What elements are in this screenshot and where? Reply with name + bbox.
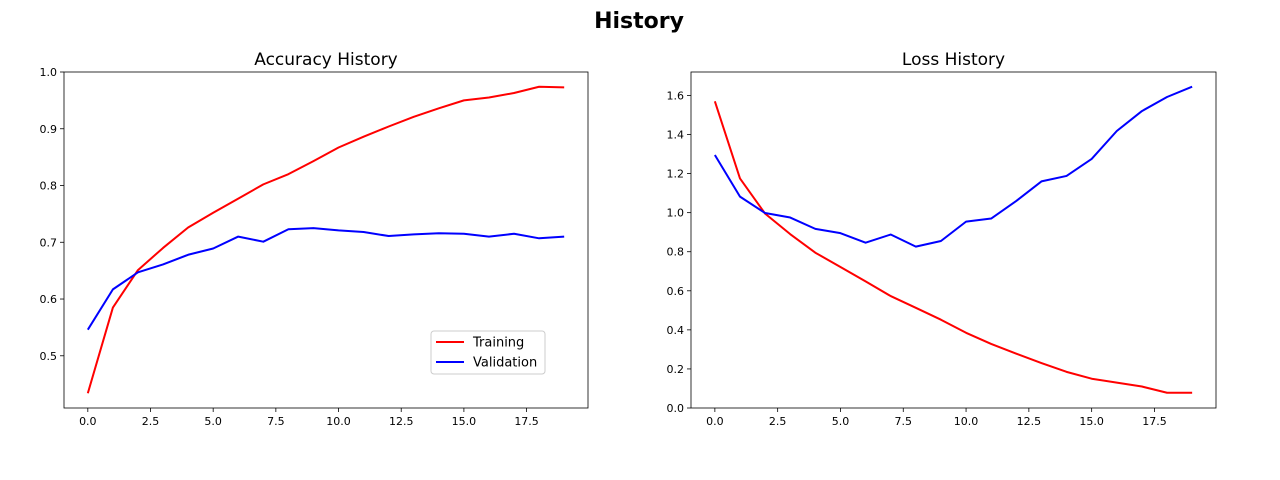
x-tick-label: 12.5 (1017, 415, 1042, 428)
y-tick-label: 0.0 (667, 402, 685, 415)
x-tick-label: 12.5 (389, 415, 414, 428)
y-tick-label: 1.6 (667, 89, 685, 102)
y-tick-label: 0.6 (667, 285, 685, 298)
x-tick-label: 10.0 (954, 415, 979, 428)
y-tick-label: 0.5 (40, 350, 58, 363)
legend-label-training: Training (472, 336, 524, 351)
accuracy-chart: Accuracy History 0.0 2.5 5.0 7.5 10.0 12.5 15.0… (40, 50, 589, 428)
x-tick-label: 0.0 (706, 415, 724, 428)
y-tick-label: 0.6 (40, 293, 58, 306)
y-tick-label: 0.4 (667, 324, 685, 337)
x-tick-label: 5.0 (204, 415, 222, 428)
chart-title: Accuracy History (254, 50, 398, 70)
series-line-validation (86, 227, 565, 331)
x-tick-label: 2.5 (769, 415, 787, 428)
legend-label-validation: Validation (473, 356, 537, 371)
y-tick-label: 0.9 (40, 123, 58, 136)
legend: Training Validation (430, 330, 546, 375)
x-tick-label: 7.5 (267, 415, 285, 428)
y-tick-label: 0.7 (40, 236, 58, 249)
x-tick-label: 17.5 (514, 415, 539, 428)
plot-area-frame (690, 71, 1217, 409)
x-tick-label: 15.0 (1079, 415, 1104, 428)
figure-title: History (594, 9, 684, 34)
y-tick-label: 1.0 (667, 207, 685, 220)
y-tick-label: 0.8 (667, 246, 685, 259)
plot-area-frame (63, 71, 589, 409)
x-tick-label: 10.0 (326, 415, 351, 428)
y-tick-label: 1.4 (667, 129, 685, 142)
x-tick-label: 17.5 (1142, 415, 1167, 428)
series-line-validation (714, 85, 1193, 248)
series-line-training (713, 100, 1193, 394)
x-tick-label: 7.5 (895, 415, 913, 428)
loss-chart: Loss History 0.0 2.5 5.0 7.5 10.0 12.5 15.0 17.5… (667, 50, 1217, 428)
y-tick-label: 1.0 (40, 66, 58, 79)
series-line-training (86, 85, 565, 394)
x-tick-label: 2.5 (142, 415, 160, 428)
y-tick-label: 1.2 (667, 168, 685, 181)
x-tick-label: 5.0 (832, 415, 850, 428)
y-tick-label: 0.2 (667, 363, 685, 376)
y-tick-label: 0.8 (40, 180, 58, 193)
x-tick-label: 15.0 (452, 415, 477, 428)
chart-title: Loss History (902, 50, 1005, 70)
x-tick-label: 0.0 (79, 415, 97, 428)
